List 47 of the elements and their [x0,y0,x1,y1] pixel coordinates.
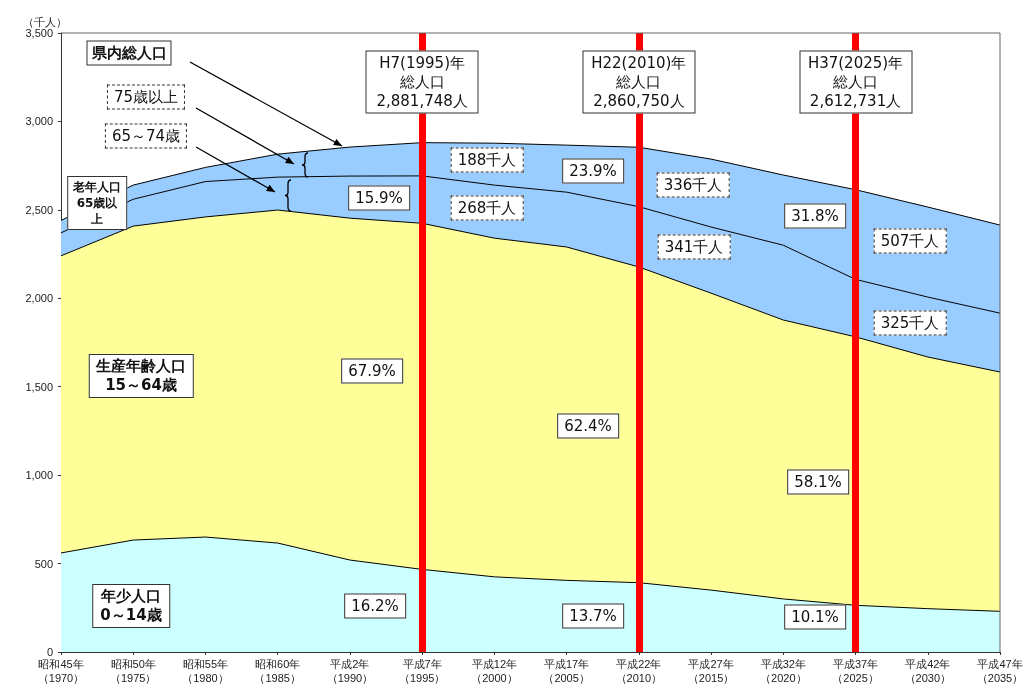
y-tick-label: 1,000 [25,469,53,482]
y-tick-label: 2,000 [25,292,53,305]
ref-line-label: H22(2010)年総人口2,860,750人 [582,50,696,114]
annotation: 62.4% [557,413,619,439]
annotation: 268千人 [450,195,524,221]
annotation: 15.9% [348,185,410,211]
annotation: 16.2% [344,593,406,619]
x-tick-label: 昭和45年（1970） [37,658,85,684]
annotation: 58.1% [787,469,849,495]
annotation: 23.9% [562,158,624,184]
text: 65～74歳 [104,123,188,149]
y-tick-label: 2,500 [25,203,53,216]
annotation: 老年人口65歳以上 [67,176,127,230]
ref-line-label: H37(2025)年総人口2,612,731人 [799,50,913,114]
x-tick-label: 平成12年（2000） [471,658,518,684]
x-tick-label: 昭和50年（1975） [109,658,157,684]
x-tick-label: 平成37年（2025） [832,658,879,684]
annotation: 県内総人口 [86,40,172,66]
annotation: 13.7% [562,603,624,629]
x-tick-label: 昭和60年（1985） [254,658,301,684]
annotation: 336千人 [656,172,730,198]
y-tick-label: 500 [34,557,53,570]
y-axis-title: （千人） [23,15,67,28]
x-tick-label: 平成27年（2015） [687,658,735,684]
annotation: 507千人 [873,228,947,254]
x-tick-label: 平成7年（1995） [398,658,446,684]
y-tick-label: 3,000 [25,115,53,128]
series-label: 生産年齢人口15～64歳 [88,354,194,398]
x-tick-label: 平成32年（2020） [760,658,807,684]
x-tick-label: 平成17年（2005） [543,658,590,684]
series-label: 年少人口0～14歳 [92,584,170,628]
ref-line-label: H7(1995)年総人口2,881,748人 [365,50,479,114]
x-tick-label: 平成47年（2035） [976,658,1024,684]
y-tick-label: 3,500 [25,27,53,39]
y-tick-label: 0 [46,646,53,658]
annotation: 31.8% [784,203,846,229]
x-tick-label: 平成2年（1990） [326,658,374,684]
annotation: 341千人 [657,234,731,260]
annotation: 188千人 [450,147,524,173]
annotation: 67.9% [341,358,403,384]
x-tick-label: 平成42年（2030） [904,658,952,684]
x-tick-label: 平成22年（2010） [615,658,663,684]
y-tick-label: 1,500 [25,380,53,393]
x-tick-label: 昭和55年（1980） [182,658,229,684]
annotation: 10.1% [784,604,846,630]
text: 75歳以上 [106,84,186,110]
annotation: 325千人 [873,310,947,336]
